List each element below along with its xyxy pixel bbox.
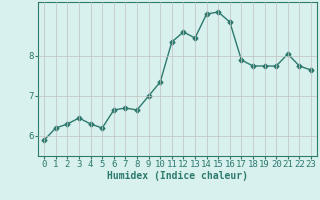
X-axis label: Humidex (Indice chaleur): Humidex (Indice chaleur) — [107, 171, 248, 181]
